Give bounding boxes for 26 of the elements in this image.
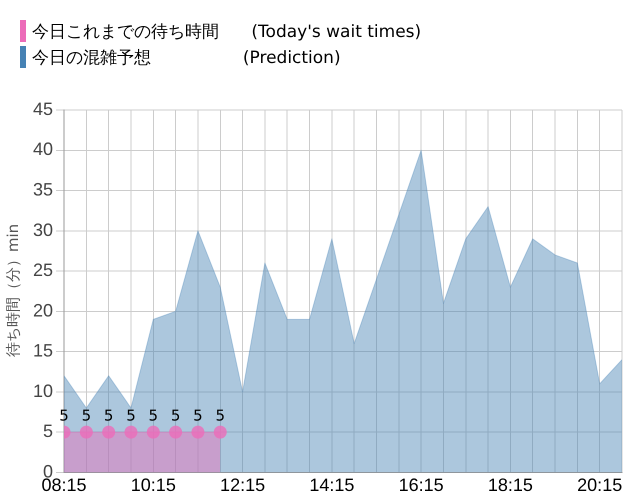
data-label: 5 [104,406,114,425]
y-tick-label: 10 [32,380,54,401]
x-tick-label: 18:15 [488,475,533,496]
data-label: 5 [126,406,136,425]
y-tick-label: 45 [32,98,54,119]
y-tick-label: 5 [43,421,54,442]
data-label: 5 [193,406,203,425]
x-tick-label: 20:15 [577,475,622,496]
y-tick-label: 20 [32,300,54,320]
legend-label: 今日の混雑予想 (Prediction) [32,46,341,68]
data-label: 5 [59,406,69,425]
x-tick-label: 16:15 [398,475,444,496]
y-tick-label: 35 [32,180,54,200]
y-tick-label: 40 [32,139,54,160]
data-label: 5 [82,406,92,425]
x-tick-label: 10:15 [130,475,176,496]
legend-label: 今日これまでの待ち時間 (Today's wait times) [32,20,422,42]
y-axis-title: 待ち時間（分）min [4,223,24,357]
data-label: 5 [170,406,180,425]
data-label: 5 [215,406,226,425]
y-tick-label: 25 [32,260,54,280]
x-tick-label: 12:15 [220,475,266,496]
y-tick-label: 30 [32,220,54,240]
y-tick-label: 15 [32,340,54,361]
data-label: 5 [148,406,158,425]
x-tick-label: 14:15 [309,475,354,496]
